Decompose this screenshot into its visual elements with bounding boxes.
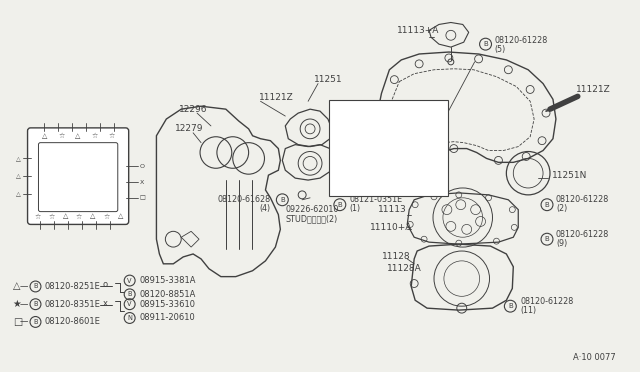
- Text: 08310-40810: 08310-40810: [347, 110, 398, 119]
- Text: 12296: 12296: [179, 105, 208, 114]
- Text: (2): (2): [556, 204, 567, 213]
- Text: ☆: ☆: [76, 214, 82, 219]
- Text: △: △: [13, 282, 20, 292]
- Text: △: △: [16, 156, 20, 161]
- Text: <HITACHI>: <HITACHI>: [347, 174, 390, 183]
- Text: 11113: 11113: [378, 205, 406, 214]
- Text: △: △: [16, 174, 20, 179]
- Text: (1): (1): [349, 204, 361, 213]
- FancyBboxPatch shape: [329, 100, 448, 196]
- Text: V: V: [127, 278, 132, 283]
- Text: S: S: [337, 112, 340, 116]
- Text: x: x: [103, 299, 108, 308]
- Text: △: △: [16, 191, 20, 196]
- Text: <6>: <6>: [347, 122, 364, 131]
- Text: ☆: ☆: [35, 214, 40, 219]
- Text: △: △: [42, 133, 47, 139]
- Text: A·10 0077: A·10 0077: [573, 353, 616, 362]
- Text: ☆: ☆: [58, 133, 65, 139]
- Text: 08911-20610: 08911-20610: [140, 314, 195, 323]
- Text: △: △: [63, 214, 68, 219]
- Text: B: B: [33, 319, 38, 325]
- Text: S: S: [337, 150, 340, 155]
- Text: (11): (11): [520, 306, 536, 315]
- Text: △: △: [118, 214, 124, 219]
- Text: STUDスタッド(2): STUDスタッド(2): [285, 214, 337, 223]
- Text: B: B: [127, 291, 132, 297]
- Text: <7>: <7>: [347, 161, 364, 170]
- Text: □: □: [13, 317, 22, 327]
- Text: B: B: [508, 303, 513, 309]
- Text: <AHRESTY>: <AHRESTY>: [347, 134, 394, 143]
- Text: (4): (4): [259, 204, 271, 213]
- Text: 09226-62010: 09226-62010: [285, 205, 339, 214]
- Text: B: B: [337, 202, 342, 208]
- Text: 11110+A: 11110+A: [369, 223, 412, 232]
- Text: 08120-61228: 08120-61228: [495, 36, 548, 45]
- Text: 11110B: 11110B: [344, 179, 379, 187]
- FancyBboxPatch shape: [38, 142, 118, 212]
- Text: 11251: 11251: [314, 75, 342, 84]
- Text: O: O: [140, 164, 145, 169]
- Text: V: V: [127, 301, 132, 307]
- Text: B: B: [545, 202, 549, 208]
- Text: △: △: [76, 133, 81, 139]
- Text: 11128: 11128: [381, 253, 410, 262]
- Text: ☆: ☆: [104, 214, 110, 219]
- Text: ☆: ☆: [48, 214, 54, 219]
- Text: B: B: [545, 236, 549, 242]
- Text: ☆: ☆: [109, 133, 115, 139]
- Text: 08120-8851A: 08120-8851A: [140, 290, 196, 299]
- Text: 08121-0351E: 08121-0351E: [349, 195, 403, 204]
- Text: 08120-61228: 08120-61228: [520, 297, 573, 306]
- Text: N: N: [127, 315, 132, 321]
- Text: B: B: [33, 283, 38, 289]
- Text: 08120-8351E: 08120-8351E: [44, 300, 100, 309]
- Text: X: X: [140, 180, 144, 185]
- Text: 11121Z: 11121Z: [576, 85, 611, 94]
- Text: o: o: [103, 280, 108, 289]
- Text: 08510-41012: 08510-41012: [347, 148, 397, 157]
- Text: 11113+A: 11113+A: [397, 26, 440, 35]
- Text: (9): (9): [556, 238, 567, 248]
- Text: □: □: [140, 195, 145, 200]
- Text: B: B: [483, 41, 488, 47]
- Text: 12279: 12279: [175, 124, 204, 134]
- Text: 08915-3381A: 08915-3381A: [140, 276, 196, 285]
- Text: 08120-61228: 08120-61228: [556, 230, 609, 239]
- Text: —: —: [20, 317, 28, 327]
- Text: 11110: 11110: [335, 144, 364, 153]
- Text: 08120-8601E: 08120-8601E: [44, 317, 100, 327]
- Text: —: —: [20, 300, 28, 309]
- Text: —: —: [20, 282, 28, 291]
- Text: 11251N: 11251N: [552, 171, 588, 180]
- Text: △: △: [90, 214, 95, 219]
- Text: ☆: ☆: [92, 133, 98, 139]
- Text: B: B: [280, 197, 285, 203]
- Text: B: B: [33, 301, 38, 307]
- Text: (5): (5): [495, 45, 506, 54]
- Text: 08120-8251E: 08120-8251E: [44, 282, 100, 291]
- Text: 08120-61628: 08120-61628: [218, 195, 271, 204]
- Text: 08915-33610: 08915-33610: [140, 300, 196, 309]
- Text: 08120-61228: 08120-61228: [556, 195, 609, 204]
- Text: 11121Z: 11121Z: [259, 93, 293, 102]
- Text: 11128A: 11128A: [387, 264, 422, 273]
- Text: ★: ★: [13, 299, 22, 309]
- FancyBboxPatch shape: [28, 128, 129, 224]
